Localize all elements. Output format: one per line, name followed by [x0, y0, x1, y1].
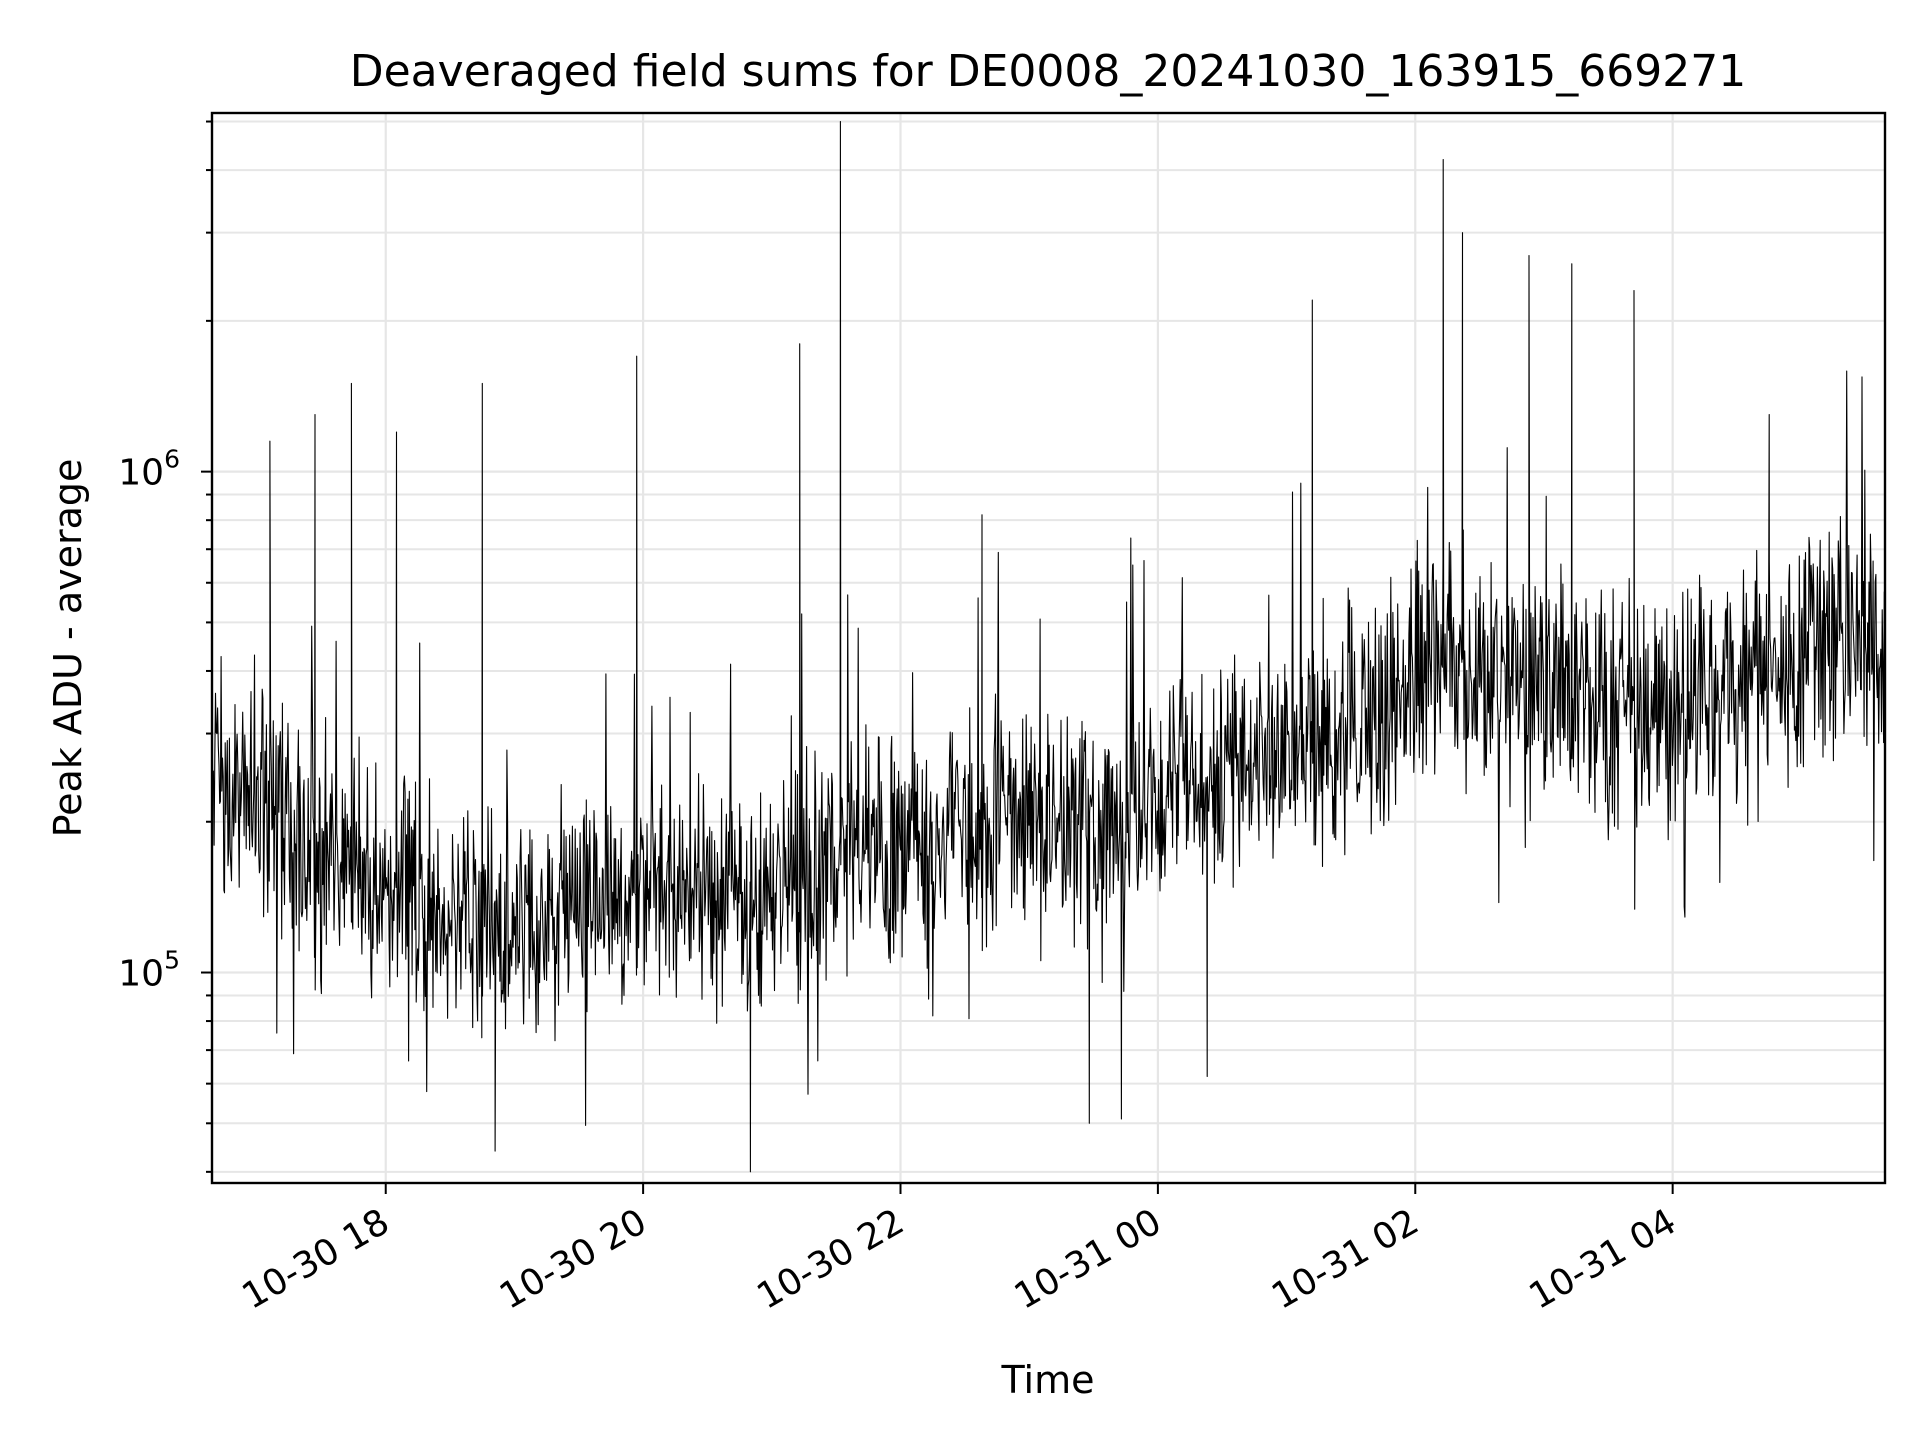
x-axis-label: Time [1001, 1358, 1095, 1402]
y-tick-label-exponent: 6 [164, 445, 180, 474]
series-layer [211, 120, 1886, 1173]
y-tick-label: 105 [118, 946, 180, 995]
y-axis-label: Peak ADU - average [46, 459, 90, 838]
y-tick-label: 106 [118, 445, 180, 494]
y-tick-label-exponent: 5 [164, 946, 180, 975]
series-line [211, 120, 1886, 1173]
plot-frame [210, 111, 1887, 1185]
y-tick-label-base: 10 [118, 453, 164, 494]
grid [212, 113, 1885, 1183]
y-tick-label-base: 10 [118, 954, 164, 995]
chart-title: Deaveraged field sums for DE0008_2024103… [350, 46, 1747, 97]
